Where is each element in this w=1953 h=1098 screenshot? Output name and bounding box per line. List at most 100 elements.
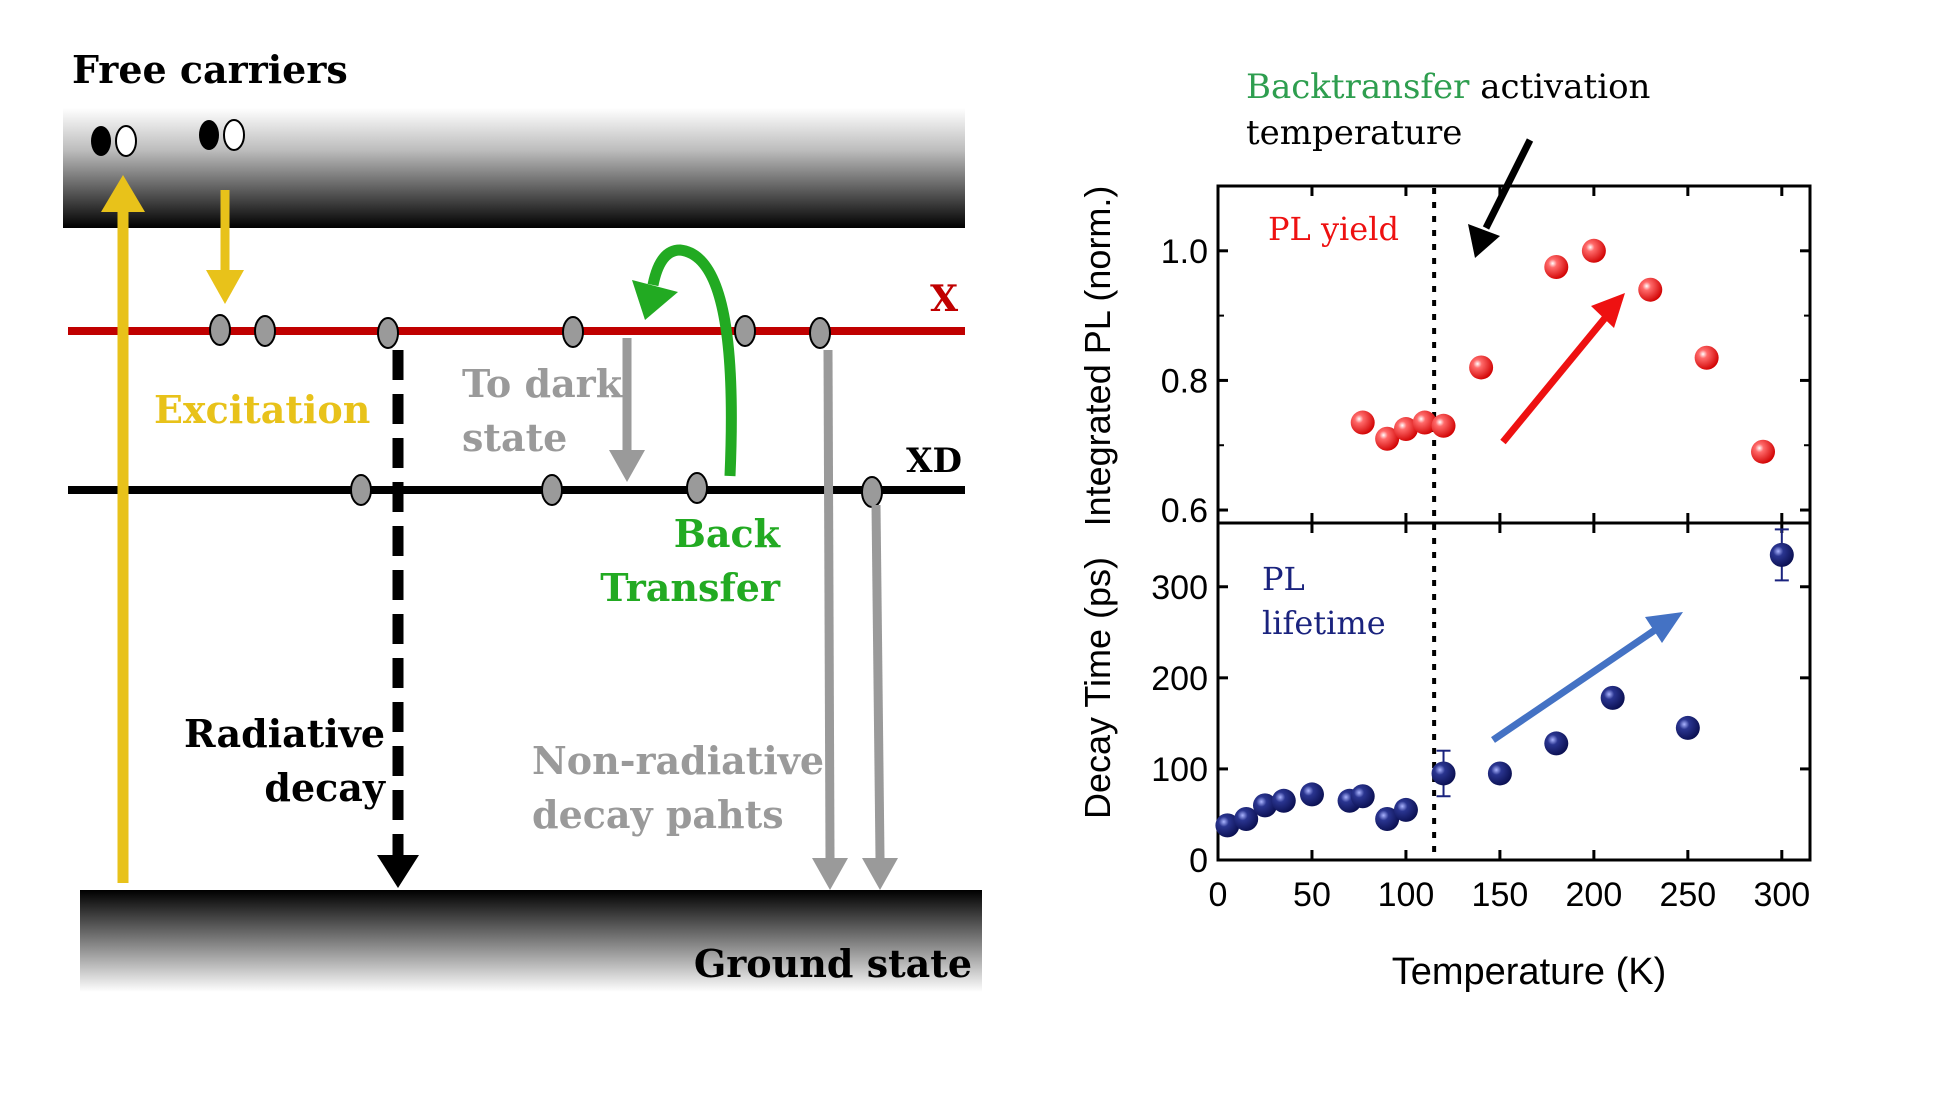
pl-lifetime-point bbox=[1675, 715, 1700, 740]
free-carriers-title: Free carriers bbox=[72, 47, 348, 92]
y-tick-label: 200 bbox=[1151, 660, 1208, 698]
excitation-arrowhead bbox=[101, 175, 145, 212]
x-tick-label: 0 bbox=[1209, 876, 1228, 914]
excitation-label: Excitation bbox=[154, 387, 370, 432]
annotation-pointer-arrowhead bbox=[1468, 224, 1500, 258]
exciton-x bbox=[254, 315, 276, 347]
exciton-x bbox=[562, 316, 584, 348]
pl-yield-point bbox=[1393, 417, 1418, 442]
annotation-backtransfer-word: Backtransfer bbox=[1246, 67, 1470, 107]
pl-yield-point bbox=[1431, 413, 1456, 438]
ground-band bbox=[80, 890, 982, 992]
radiative-label-1: Radiative bbox=[184, 711, 385, 756]
pl-lifetime-point bbox=[1544, 731, 1569, 756]
to-dark-arrowhead bbox=[609, 450, 645, 482]
y-tick-label: 0.6 bbox=[1161, 492, 1208, 530]
pl-yield-point bbox=[1694, 345, 1719, 370]
y-tick-label: 300 bbox=[1151, 569, 1208, 607]
exciton-x bbox=[209, 314, 231, 346]
annotation-activation-word: activation bbox=[1469, 67, 1650, 107]
energy-diagram: Free carriers Ground state X XD Excitati… bbox=[63, 47, 982, 992]
pl-lifetime-point bbox=[1215, 813, 1240, 838]
pl-yield-legend: PL yield bbox=[1268, 210, 1399, 248]
conduction-band bbox=[63, 108, 965, 228]
carrier-pair bbox=[91, 125, 137, 157]
pl-lifetime-point bbox=[1350, 784, 1375, 809]
yield-trend-arrowhead bbox=[1591, 293, 1625, 328]
bottom-data-points bbox=[1215, 528, 1794, 838]
y-tick-label: 1.0 bbox=[1161, 233, 1208, 271]
chart-panel: Backtransfer activation temperature 0.60… bbox=[1077, 67, 1812, 993]
level-x-label: X bbox=[930, 278, 958, 320]
pl-lifetime-point bbox=[1431, 761, 1456, 786]
to-dark-label-2: state bbox=[462, 415, 567, 460]
pl-lifetime-point bbox=[1271, 788, 1296, 813]
bottom-plot-frame bbox=[1216, 521, 1812, 862]
pl-lifetime-legend-2: lifetime bbox=[1262, 604, 1386, 642]
to-dark-label-1: To dark bbox=[462, 361, 623, 406]
nonradiative-label-2: decay pahts bbox=[532, 792, 784, 837]
back-transfer-arrowhead bbox=[632, 280, 678, 320]
back-transfer-arrow bbox=[647, 244, 737, 477]
exciton-xd bbox=[541, 474, 563, 506]
pl-lifetime-point bbox=[1393, 797, 1418, 822]
pl-lifetime-point bbox=[1375, 807, 1400, 832]
pl-yield-point bbox=[1375, 426, 1400, 451]
y-tick-label: 0.8 bbox=[1161, 362, 1208, 400]
annotation-temperature-word: temperature bbox=[1246, 113, 1462, 153]
x-axis-title: Temperature (K) bbox=[1392, 951, 1667, 993]
yield-trend-arrow bbox=[1500, 315, 1608, 445]
nonradiative-arrow-x bbox=[823, 349, 835, 859]
ground-state-label: Ground state bbox=[694, 941, 972, 986]
lifetime-trend-arrowhead bbox=[1645, 612, 1683, 643]
x-tick-label: 300 bbox=[1753, 876, 1810, 914]
pl-lifetime-point bbox=[1600, 685, 1625, 710]
exciton-x bbox=[734, 315, 756, 347]
top-axes: 0.6 0.8 1.0 bbox=[1161, 186, 1810, 530]
x-tick-label: 150 bbox=[1472, 876, 1529, 914]
pl-lifetime-point bbox=[1487, 761, 1512, 786]
exciton-xd bbox=[350, 474, 372, 506]
pl-lifetime-point bbox=[1234, 807, 1259, 832]
nonradiative-label-1: Non-radiative bbox=[532, 738, 824, 783]
radiative-arrowhead bbox=[377, 855, 419, 888]
radiative-label-2: decay bbox=[264, 765, 386, 810]
x-tick-label: 250 bbox=[1659, 876, 1716, 914]
activation-annotation: Backtransfer activation bbox=[1246, 67, 1650, 107]
nonradiative-arrowhead-x bbox=[812, 858, 848, 890]
pl-yield-point bbox=[1751, 439, 1776, 464]
pl-yield-point bbox=[1638, 277, 1663, 302]
bottom-y-axis-title: Decay Time (ps) bbox=[1077, 557, 1118, 819]
level-xd-label: XD bbox=[906, 441, 962, 481]
pl-yield-point bbox=[1544, 255, 1569, 280]
carrier-pair bbox=[199, 119, 245, 151]
top-data-points bbox=[1350, 238, 1776, 464]
pl-lifetime-point bbox=[1299, 782, 1324, 807]
pl-lifetime-point bbox=[1769, 542, 1794, 567]
back-transfer-label-1: Back bbox=[674, 511, 781, 556]
pl-yield-point bbox=[1412, 410, 1437, 435]
bottom-axes: 0 100 200 300 0 50 100 150 200 250 300 bbox=[1151, 523, 1810, 914]
exciton-xd bbox=[861, 476, 883, 508]
pl-yield-point bbox=[1469, 355, 1494, 380]
x-tick-label: 200 bbox=[1566, 876, 1623, 914]
x-tick-label: 100 bbox=[1378, 876, 1435, 914]
nonradiative-arrowhead-xd bbox=[862, 858, 898, 890]
pl-lifetime-legend-1: PL bbox=[1262, 560, 1305, 598]
relaxation-arrowhead bbox=[206, 270, 244, 304]
y-tick-label: 0 bbox=[1189, 842, 1208, 880]
pl-yield-point bbox=[1581, 238, 1606, 263]
x-tick-label: 50 bbox=[1293, 876, 1331, 914]
nonradiative-arrow-xd bbox=[871, 504, 885, 859]
annotation-pointer-arrow bbox=[1482, 138, 1534, 230]
exciton-x bbox=[377, 317, 399, 349]
exciton-xd bbox=[686, 472, 708, 504]
lifetime-trend-arrow bbox=[1491, 627, 1657, 743]
back-transfer-label-2: Transfer bbox=[600, 565, 781, 610]
pl-yield-point bbox=[1350, 410, 1375, 435]
pl-lifetime-point bbox=[1252, 793, 1277, 818]
y-tick-label: 100 bbox=[1151, 751, 1208, 789]
top-y-axis-title: Integrated PL (norm.) bbox=[1077, 186, 1118, 527]
exciton-x bbox=[809, 317, 831, 349]
